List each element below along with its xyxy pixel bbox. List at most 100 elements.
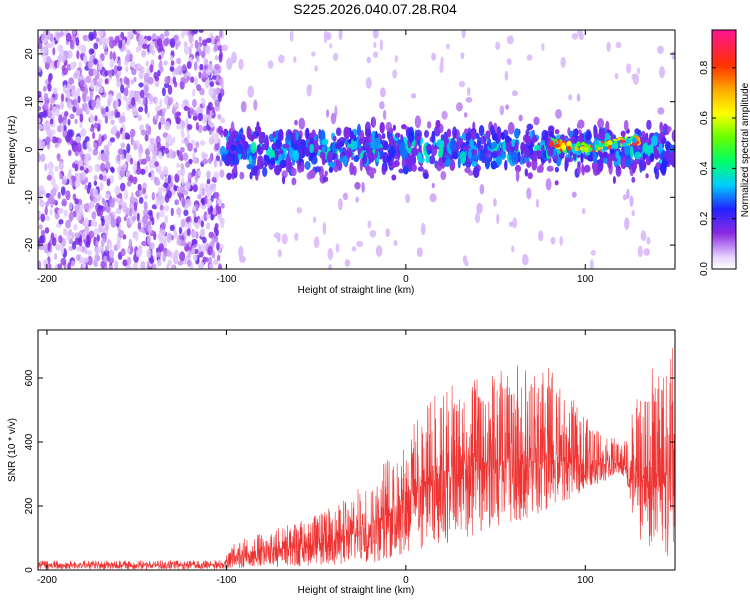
- spectrogram-cell: [526, 123, 534, 131]
- spectrogram-cell: [143, 201, 148, 211]
- spectrogram-cell: [579, 32, 584, 41]
- spectrogram-cell: [213, 259, 219, 265]
- spectrogram-cell: [304, 146, 310, 157]
- spectrogram-cell: [456, 102, 463, 112]
- spectrogram-cell: [580, 152, 584, 164]
- spectrogram-cell: [637, 245, 643, 258]
- spectrogram-cell: [238, 246, 244, 259]
- spectrogram-cell: [612, 142, 617, 146]
- spectrogram-cell: [197, 112, 203, 122]
- spectrogram-cell: [181, 131, 185, 139]
- snr-frame: [37, 329, 676, 571]
- spectrogram-cell: [40, 229, 46, 236]
- spectrogram-cell: [491, 151, 498, 158]
- spectrogram-cell: [75, 136, 82, 143]
- spectrogram-cell: [560, 56, 566, 69]
- spectrogram-cell: [336, 158, 340, 168]
- spectrogram-cell: [201, 203, 206, 210]
- spectrogram-cell: [47, 109, 51, 117]
- spectrogram-cell: [63, 209, 68, 217]
- spectrogram-cell: [82, 230, 87, 240]
- spectrogram-y-tick-label: 0: [24, 146, 35, 152]
- spectrogram-y-tick-label: -20: [24, 237, 35, 252]
- spectrogram-cell: [257, 155, 262, 168]
- spectrogram-cell: [391, 174, 397, 181]
- spectrogram-cell: [329, 161, 336, 169]
- spectrogram-cell: [45, 215, 50, 221]
- spectrogram-cell: [94, 115, 98, 122]
- spectrogram-cell: [374, 137, 381, 150]
- spectrogram-cell: [457, 157, 461, 169]
- spectrogram-cell: [554, 180, 559, 186]
- spectrogram-cell: [90, 80, 95, 90]
- spectrogram-cell: [512, 90, 518, 97]
- spectrogram-cell: [392, 141, 397, 148]
- spectrogram-cell: [194, 76, 198, 87]
- spectrogram-cell: [176, 238, 182, 246]
- spectrogram-cell: [405, 193, 411, 204]
- spectrogram-cell: [163, 38, 169, 47]
- spectrogram-cell: [40, 46, 46, 56]
- colorbar-gradient: [711, 29, 737, 270]
- spectrogram-cell: [215, 75, 220, 83]
- spectrogram-cell: [93, 42, 99, 50]
- spectrogram-cell: [163, 205, 170, 212]
- spectrogram-cell: [131, 68, 137, 76]
- spectrogram-cell: [490, 141, 498, 149]
- spectrogram-cell: [493, 198, 497, 207]
- spectrogram-cell: [74, 203, 80, 213]
- spectrogram-cell: [417, 166, 424, 172]
- spectrogram-cell: [114, 64, 118, 75]
- spectrogram-cell: [47, 161, 54, 171]
- spectrogram-cell: [208, 86, 214, 97]
- spectrogram-cell: [612, 176, 616, 184]
- spectrogram-cell: [389, 127, 394, 134]
- spectrogram-cell: [117, 148, 124, 155]
- spectrogram-cell: [90, 99, 97, 108]
- spectrogram-cell: [125, 77, 130, 85]
- spectrogram-cell: [671, 129, 675, 142]
- spectrogram-cell: [571, 33, 579, 40]
- spectrogram-y-label: Frequency (Hz): [7, 116, 18, 185]
- spectrogram-cell: [294, 119, 298, 126]
- spectrogram-cell: [181, 197, 186, 208]
- spectrogram-cell: [141, 50, 147, 58]
- spectrogram-cell: [38, 105, 42, 111]
- spectrogram-cell: [126, 180, 132, 187]
- spectrogram-cell: [181, 120, 186, 129]
- spectrogram-cell: [215, 204, 219, 211]
- spectrogram-cell: [198, 186, 202, 197]
- spectrogram-cell: [192, 30, 199, 35]
- spectrogram-cell: [164, 215, 169, 224]
- spectrogram-cell: [298, 117, 305, 130]
- spectrogram-cell: [192, 98, 197, 108]
- spectrogram-cell: [506, 58, 512, 65]
- spectrogram-cell: [73, 72, 79, 79]
- spectrogram-cell: [325, 32, 332, 41]
- spectrogram-cell: [365, 164, 370, 172]
- spectrogram-y-tick-label: -10: [24, 190, 35, 205]
- spectrogram-cell: [57, 44, 64, 53]
- spectrogram-cell: [518, 114, 523, 122]
- spectrogram-cell: [148, 172, 152, 178]
- spectrogram-cell: [116, 216, 122, 225]
- spectrogram-cell: [121, 130, 126, 141]
- spectrogram-cell: [187, 259, 192, 267]
- spectrogram-cell: [379, 101, 385, 110]
- spectrogram-cell: [313, 236, 320, 249]
- spectrogram-cell: [577, 129, 582, 135]
- spectrogram-cell: [38, 117, 41, 124]
- spectrogram-cell: [185, 198, 192, 208]
- spectrogram-cell: [187, 249, 192, 259]
- spectrogram-x-tick-label: -100: [216, 274, 236, 285]
- spectrogram-cell: [504, 135, 511, 143]
- spectrogram-cell: [610, 154, 616, 161]
- spectrogram-cell: [80, 44, 87, 54]
- spectrogram-cell: [125, 152, 130, 162]
- spectrogram-cell: [89, 91, 93, 100]
- spectrogram-cell: [161, 222, 166, 230]
- spectrogram-cell: [182, 64, 187, 71]
- spectrogram-cell: [166, 237, 171, 243]
- spectrogram-cell: [223, 128, 229, 137]
